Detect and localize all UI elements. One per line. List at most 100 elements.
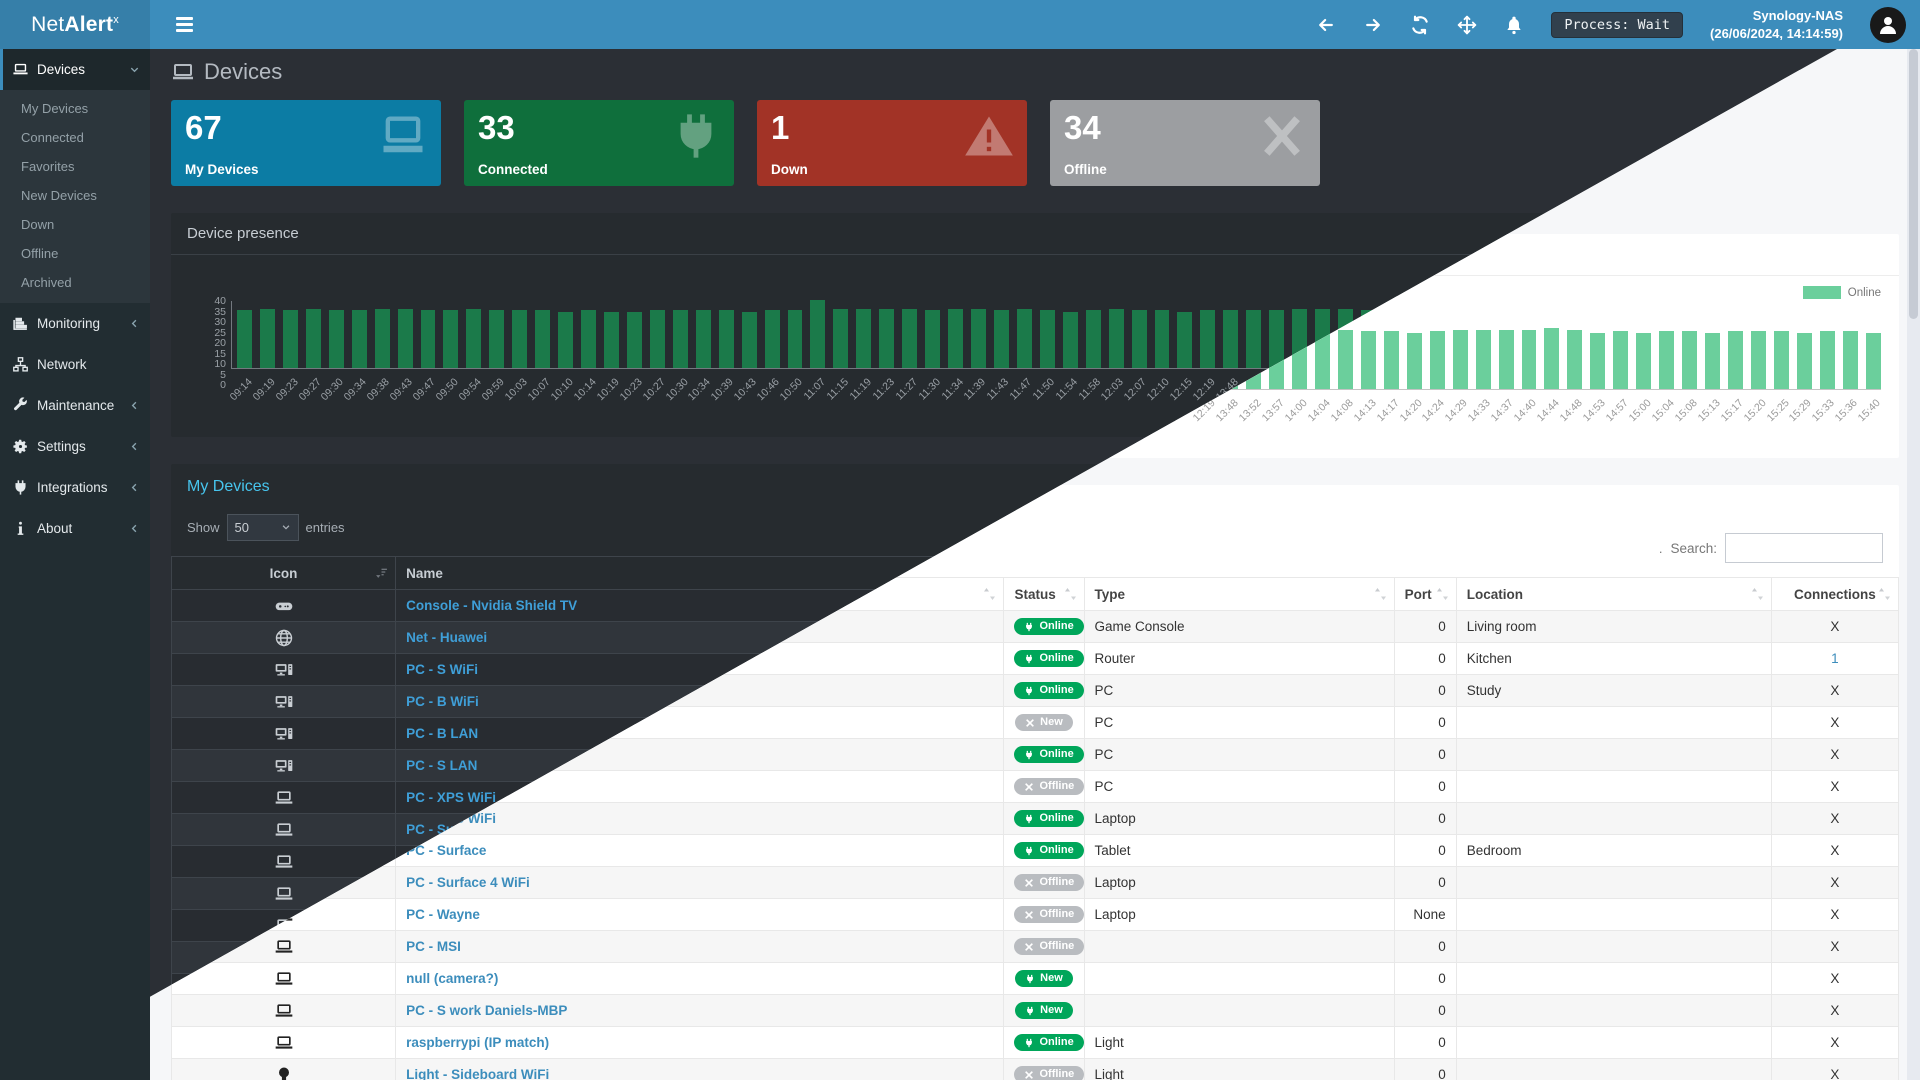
device-type-cell: Laptop	[1083, 898, 1395, 931]
device-name-link[interactable]: PC - Surface	[406, 843, 487, 858]
nav-back-icon[interactable]	[1316, 15, 1336, 35]
card-offline[interactable]: 34 Offline	[1050, 100, 1320, 186]
device-name-link[interactable]: PC - S work Daniels-MBP	[406, 1003, 568, 1018]
card-connected[interactable]: 33 Connected	[464, 100, 734, 186]
refresh-icon[interactable]	[1410, 15, 1430, 35]
notifications-bell-icon[interactable]	[1504, 15, 1524, 35]
x-tick-label: 09:23	[273, 376, 301, 404]
device-name-link[interactable]: PC - XPS WiFi	[406, 790, 497, 805]
brand-logo[interactable]: Net Alert x	[0, 0, 150, 49]
device-name-link[interactable]: PC - Surface 4 WiFi	[406, 875, 530, 890]
device-name-link[interactable]: PC - MSI	[406, 939, 461, 954]
sidebar-item-about[interactable]: About	[0, 508, 150, 549]
sidebar-item-settings[interactable]: Settings	[0, 426, 150, 467]
device-name-link[interactable]: raspberrypi (IP match)	[406, 1035, 550, 1050]
sidebar-item-integrations[interactable]: Integrations	[0, 467, 150, 508]
sidebar-toggle-icon[interactable]	[164, 0, 204, 49]
device-connections-cell: X	[1770, 930, 1900, 963]
chart-bar: 14:20	[1397, 332, 1424, 424]
device-status-cell: Online	[1003, 738, 1085, 771]
device-name-link[interactable]: PC - B WiFi	[406, 694, 479, 709]
column-header-port[interactable]: Port	[1393, 577, 1457, 611]
device-port-cell: 0	[1393, 994, 1457, 1027]
sidebar-item-monitoring[interactable]: Monitoring	[0, 303, 150, 344]
user-avatar[interactable]	[1870, 6, 1906, 43]
scrollbar[interactable]	[1907, 49, 1920, 1080]
device-type-cell	[1083, 962, 1395, 995]
sidebar-item-maintenance[interactable]: Maintenance	[0, 385, 150, 426]
no-connection-x: X	[1830, 619, 1840, 634]
chart-bar: 15:00	[1627, 332, 1654, 424]
sidebar-item-devices[interactable]: Devices	[0, 49, 150, 90]
sidebar-subitem-connected[interactable]: Connected	[21, 130, 84, 145]
device-name-link[interactable]: Console - Nvidia Shield TV	[406, 598, 578, 613]
search-input[interactable]	[1725, 533, 1883, 563]
connections-link[interactable]: 1	[1831, 651, 1839, 666]
chart-bar: 14:08	[1328, 329, 1355, 424]
process-status-pill: Process: Wait	[1551, 11, 1684, 38]
device-icon-cell	[170, 717, 397, 750]
move-icon[interactable]	[1457, 15, 1477, 35]
sidebar-subitem-down[interactable]: Down	[21, 217, 55, 232]
card-my-devices[interactable]: 67 My Devices	[171, 100, 441, 186]
x-tick-label: 11:54	[1053, 376, 1081, 403]
x-tick-label: 14:53	[1580, 397, 1608, 425]
device-status-cell: Offline	[1003, 898, 1085, 931]
device-name-link[interactable]: PC - Wayne	[406, 907, 480, 922]
chart-bar: 10:43	[732, 311, 759, 403]
show-label: Show	[187, 519, 220, 535]
chart-bar: 10:19	[594, 311, 621, 403]
chart-bar: 10:27	[640, 310, 667, 403]
device-name-link[interactable]: PC - S WiFi	[406, 662, 479, 677]
x-tick-label: 11:43	[984, 376, 1012, 403]
device-location-cell: Living room	[1455, 610, 1772, 643]
device-status-cell: Offline	[1003, 1058, 1085, 1080]
x-tick-label: 14:17	[1374, 397, 1402, 425]
chart-bar: 12:03	[1099, 308, 1126, 403]
column-header-status[interactable]: Status	[1003, 577, 1085, 611]
chart-bar: 14:13	[1351, 331, 1378, 424]
sidebar-subitem-my-devices[interactable]: My Devices	[21, 101, 89, 116]
device-name-link[interactable]: Net - Huawei	[406, 630, 488, 645]
sidebar-subitem-offline[interactable]: Offline	[21, 246, 59, 261]
brand-sup: x	[113, 13, 119, 26]
page-size-select[interactable]: 50	[226, 513, 299, 541]
column-header-connections[interactable]: Connections	[1770, 577, 1900, 611]
device-name-cell: PC - XPS WiFi	[395, 802, 1005, 835]
x-tick-label: 09:54	[456, 376, 484, 404]
device-name-link[interactable]: PC - B LAN	[406, 726, 479, 741]
column-header-type[interactable]: Type	[1083, 577, 1395, 611]
legend-label: Online	[1847, 286, 1881, 299]
wrench-icon	[12, 397, 29, 414]
column-header-location[interactable]: Location	[1455, 577, 1772, 611]
device-name-link[interactable]: null (camera?)	[406, 971, 499, 986]
sort-amount-icon	[375, 566, 388, 580]
column-header-icon[interactable]: Icon	[170, 556, 397, 590]
chart-bar: 10:30	[663, 310, 690, 403]
x-tick-label: 11:50	[1030, 376, 1058, 403]
x-tick-label: 11:23	[870, 376, 897, 403]
sidebar-subitem-favorites[interactable]: Favorites	[21, 159, 75, 174]
x-tick-label: 10:10	[548, 376, 576, 404]
device-location-cell: Kitchen	[1455, 642, 1772, 675]
sidebar-item-network[interactable]: Network	[0, 344, 150, 385]
device-status-cell: New	[1003, 962, 1085, 995]
no-connection-x: X	[1830, 747, 1840, 762]
device-icon-cell	[170, 845, 397, 878]
device-port-cell: 0	[1393, 1058, 1457, 1080]
nav-forward-icon[interactable]	[1363, 15, 1383, 35]
chart-bar: 12:10	[1145, 310, 1172, 403]
sidebar-subitem-archived[interactable]: Archived	[21, 275, 72, 290]
device-name-link[interactable]: PC - S LAN	[406, 758, 478, 773]
card-down[interactable]: 1 Down	[757, 100, 1027, 186]
device-name-link[interactable]: Light - Sideboard WiFi	[406, 1067, 550, 1080]
brand-bold: Alert	[64, 12, 114, 36]
sidebar-subitem-new-devices[interactable]: New Devices	[21, 188, 97, 203]
status-badge: Online	[1014, 842, 1083, 859]
x-tick-label: 11:58	[1076, 376, 1104, 403]
x-tick-label: 15:20	[1741, 397, 1769, 425]
device-connections-cell: X	[1770, 674, 1900, 707]
card-label: Connected	[478, 162, 548, 177]
